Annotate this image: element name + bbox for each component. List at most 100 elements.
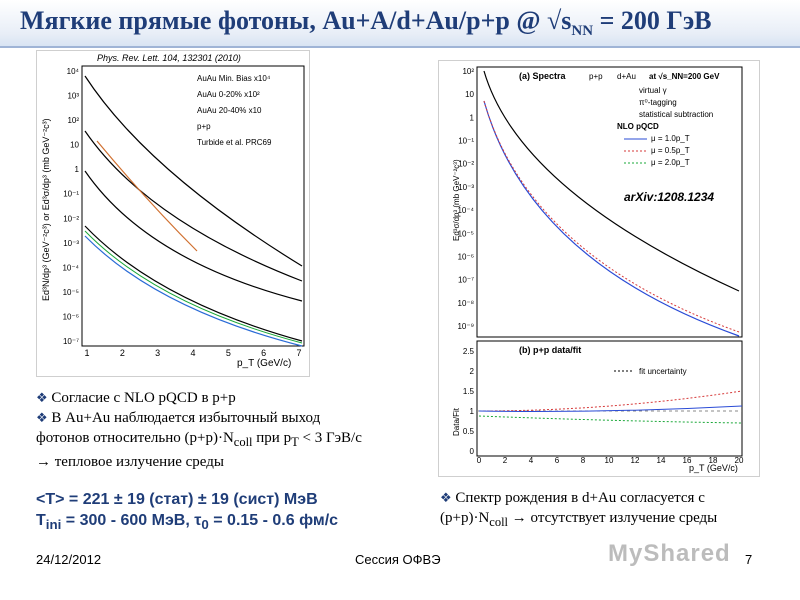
panel-a-frame — [476, 66, 743, 338]
tick-label: 16 — [683, 456, 692, 465]
tick-label: 1 — [75, 165, 80, 174]
title-rule — [0, 46, 800, 48]
tick-label: 10⁻¹ — [63, 190, 79, 199]
panel-a-col: d+Au — [617, 72, 636, 81]
pqcd-band-curve — [84, 230, 303, 344]
tick-label: 1.5 — [463, 387, 475, 396]
tick-label: 10⁻⁷ — [63, 337, 79, 346]
tick-label: 1 — [470, 113, 475, 122]
left-spectra-figure: Phys. Rev. Lett. 104, 132301 (2010) 10⁴ 1… — [36, 50, 310, 377]
right-x-label: p_T (GeV/c) — [689, 463, 738, 473]
tick-label: 10 — [70, 141, 79, 150]
tick-label: 10 — [465, 90, 474, 99]
left-y-label: Ed³N/dp³ (GeV⁻²c³) or Ed³σ/dp³ (mb GeV⁻²… — [41, 118, 51, 301]
watermark-logo: MyShared — [608, 540, 731, 567]
right-notes: ❖ Спектр рождения в d+Au согласуется с (… — [440, 488, 780, 532]
tick-label: 1 — [84, 348, 89, 358]
legend-item: AuAu 0-20% x10² — [197, 90, 260, 99]
left-plot-svg: 10⁴ 10³ 10² 10 1 10⁻¹ 10⁻² 10⁻³ 10⁻⁴ 10⁻⁵ 10⁻⁶ 10⁻⁷… — [41, 65, 305, 369]
tick-label: 14 — [657, 456, 666, 465]
dau-fit-curve — [483, 70, 740, 292]
ratio-curve — [478, 405, 743, 412]
tick-label: 10⁴ — [67, 67, 80, 76]
panel-b-frame — [476, 340, 743, 457]
right-spectra-figure: 10² 10 1 10⁻¹ 10⁻² 10⁻³ 10⁻⁴ 10⁻⁵ 10⁻⁶ 10⁻⁷ 10⁻⁸ 10… — [438, 60, 760, 477]
tick-label: 10⁻⁴ — [457, 206, 474, 215]
legend-item: μ = 1.0p_T — [651, 134, 690, 143]
legend-item: virtual γ — [639, 86, 667, 95]
page-number: 7 — [745, 552, 753, 567]
tick-label: 10⁻⁹ — [457, 322, 474, 331]
tick-label: 0 — [477, 456, 482, 465]
title-bar: Мягкие прямые фотоны, Au+A/d+Au/p+p @ √s… — [0, 0, 800, 48]
right-plot-svg: 10²10110⁻¹10⁻²10⁻³10⁻⁴10⁻⁵10⁻⁶10⁻⁷10⁻⁸10… — [452, 66, 744, 473]
note-item: (p+p)·Ncoll → отсутствует излучение сред… — [440, 510, 718, 529]
tick-label: 10² — [462, 67, 474, 76]
tick-label: 6 — [555, 456, 560, 465]
tick-label: 7 — [296, 348, 301, 358]
tick-label: 10⁻⁸ — [458, 299, 475, 308]
note-item: → тепловое излучение среды — [36, 454, 224, 470]
diamond-bullet-icon: ❖ — [36, 410, 48, 425]
tick-label: 10³ — [67, 92, 79, 101]
slide-title: Мягкие прямые фотоны, Au+A/d+Au/p+p @ √s… — [20, 6, 712, 40]
left-axes-frame — [81, 65, 305, 347]
panel-a-legend: virtual γ π⁰-tagging statistical subtrac… — [617, 86, 713, 167]
turbide-curve — [96, 140, 198, 252]
tick-label: 10⁻⁴ — [62, 263, 79, 272]
note-item: фотонов относительно (p+p)·Ncoll при pT … — [36, 430, 362, 449]
tick-label: 12 — [631, 456, 640, 465]
footer-date: 24/12/2012 — [36, 552, 102, 567]
tick-label: 10⁻⁵ — [458, 229, 474, 238]
panel-a-col: p+p — [589, 72, 603, 81]
legend-item: AuAu 20-40% x10 — [197, 106, 262, 115]
pqcd-curve — [483, 100, 740, 337]
left-legend: AuAu Min. Bias x10⁴ AuAu 0-20% x10² AuAu… — [197, 74, 272, 147]
tick-label: 10⁻⁶ — [63, 312, 79, 321]
legend-item: μ = 2.0p_T — [651, 158, 690, 167]
tick-label: 10⁻³ — [63, 239, 79, 248]
legend-item: μ = 0.5p_T — [651, 146, 690, 155]
left-x-label: p_T (GeV/c) — [237, 358, 291, 369]
tick-label: 10⁻³ — [458, 183, 474, 192]
tick-label: 10⁻⁶ — [458, 252, 474, 261]
tick-label: 4 — [529, 456, 534, 465]
tick-label: 1 — [470, 407, 475, 416]
tick-label: 2 — [470, 367, 475, 376]
right-y-label-a: Ed³σ/dp³ (mb GeV⁻²c³) — [452, 159, 461, 241]
tick-label: 2 — [120, 348, 125, 358]
tick-label: 5 — [226, 348, 231, 358]
legend-item: NLO pQCD — [617, 122, 659, 131]
tick-label: 10⁻⁷ — [458, 276, 474, 285]
tick-label: 4 — [190, 348, 195, 358]
panel-b-label: (b) p+p data/fit — [519, 345, 581, 355]
tick-label: 10⁻² — [458, 160, 474, 169]
tick-label: 2.5 — [463, 347, 475, 356]
ratio-curve — [478, 415, 743, 424]
fit-curve — [84, 170, 303, 302]
pqcd-curve — [483, 100, 740, 333]
temperature-block: <T> = 221 ± 19 (стат) ± 19 (сист) МэВ Ti… — [36, 489, 338, 535]
legend-item: Turbide et al. PRC69 — [197, 138, 272, 147]
temperature-line: <T> = 221 ± 19 (стат) ± 19 (сист) МэВ — [36, 491, 318, 508]
fit-curve — [84, 75, 303, 267]
tick-label: 10⁻⁵ — [63, 288, 79, 297]
legend-item: π⁰-tagging — [639, 98, 677, 107]
tick-label: 20 — [735, 456, 744, 465]
tick-label: 2 — [503, 456, 508, 465]
temperature-line: Tini = 300 - 600 МэВ, τ0 = 0.15 - 0.6 фм… — [36, 512, 339, 533]
footer: 24/12/2012 Сессия ОФВЭ MyShared 7 — [0, 540, 800, 600]
panel-a-label: (a) Spectra — [519, 71, 567, 81]
tick-label: 10⁻¹ — [458, 137, 474, 146]
tick-label: 10 — [605, 456, 614, 465]
tick-label: 8 — [581, 456, 586, 465]
tick-label: 10² — [67, 116, 79, 125]
left-notes: ❖ Согласие с NLO pQCD в p+p ❖ В Au+Au на… — [36, 388, 416, 472]
legend-item: p+p — [197, 122, 211, 131]
panel-a-col: at √s_NN=200 GeV — [649, 72, 720, 81]
footer-session: Сессия ОФВЭ — [355, 552, 441, 567]
tick-label: 6 — [261, 348, 266, 358]
diamond-bullet-icon: ❖ — [36, 390, 48, 405]
arxiv-label: arXiv:1208.1234 — [624, 190, 714, 204]
right-y-label-b: Data/Fit — [452, 407, 461, 436]
